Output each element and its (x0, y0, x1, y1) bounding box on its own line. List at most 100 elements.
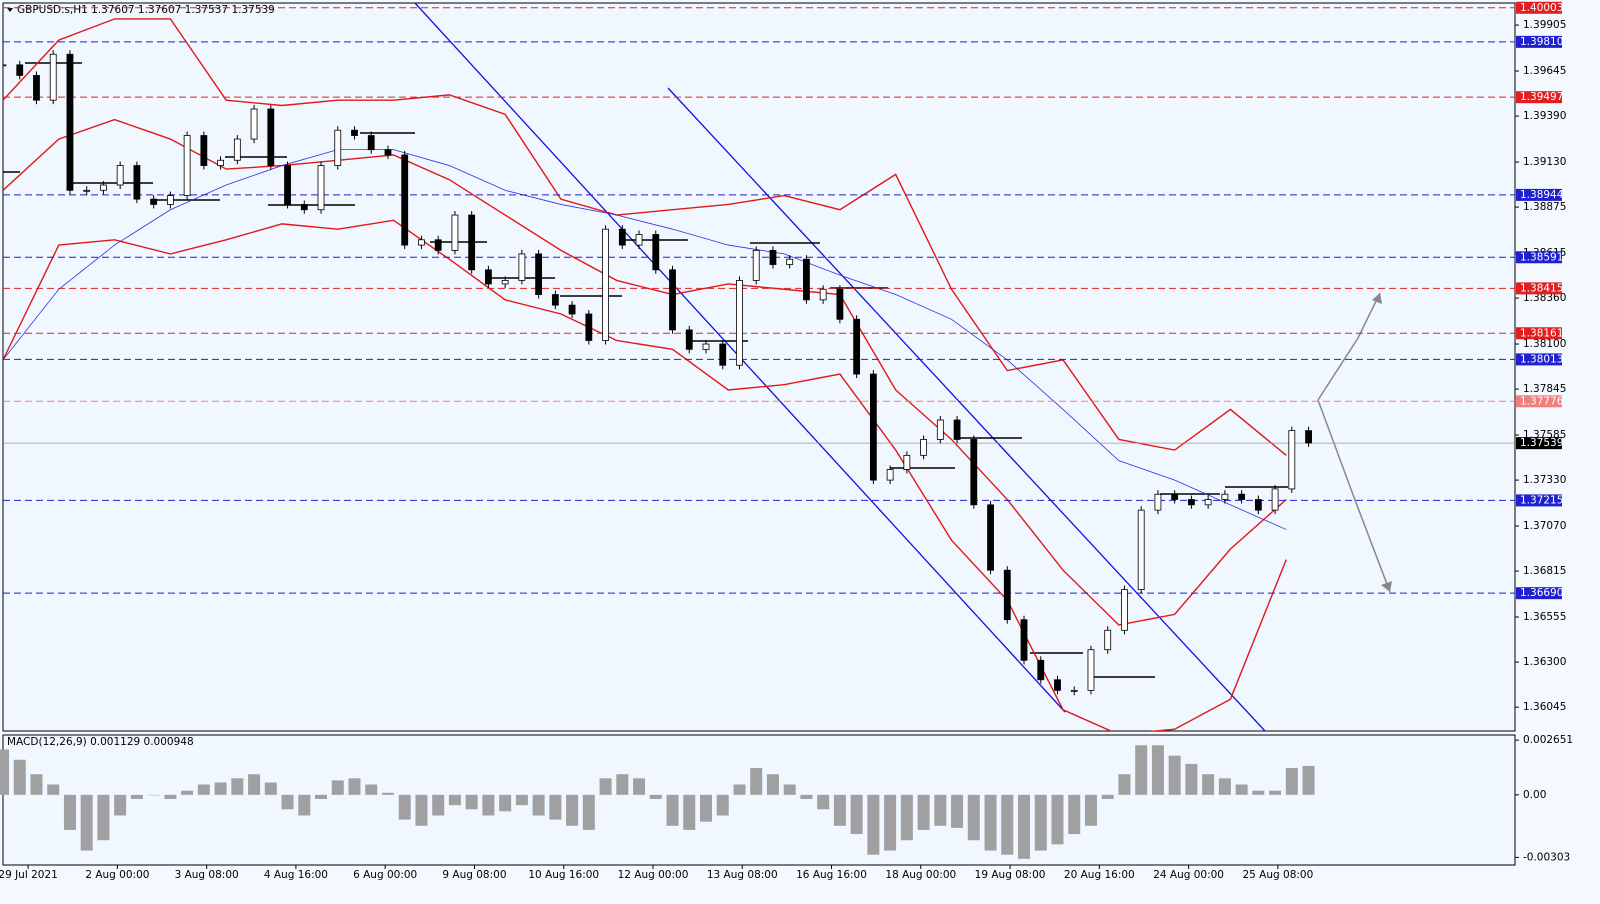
candle (49, 53, 57, 101)
candle (752, 249, 760, 281)
macd-bar (164, 794, 177, 799)
candle (719, 343, 727, 366)
level-box (1516, 395, 1562, 408)
macd-bar (315, 794, 328, 799)
macd-bar (532, 794, 545, 816)
macd-bar (951, 794, 964, 828)
band-upper (3, 18, 1287, 456)
candle (100, 184, 107, 191)
band-lower (3, 219, 1287, 731)
candle (434, 239, 442, 251)
candle (769, 249, 777, 265)
macd-bar (1084, 794, 1097, 826)
x-tick-label: 3 Aug 08:00 (175, 869, 239, 881)
candle (602, 228, 609, 341)
candle (1187, 499, 1195, 506)
macd-title: MACD(12,26,9) 0.001129 0.000948 (7, 736, 194, 748)
macd-bar (850, 794, 863, 835)
macd-bar (1285, 768, 1298, 795)
candle (869, 373, 877, 481)
macd-bar (197, 784, 210, 795)
macd-bar (1118, 774, 1131, 795)
candle (401, 154, 409, 246)
x-tick-label: 2 Aug 00:00 (85, 869, 149, 881)
candle (669, 269, 676, 331)
candle (1221, 493, 1229, 500)
level-box (1516, 188, 1562, 201)
candle (384, 149, 392, 156)
candle (183, 135, 191, 197)
level-box (1516, 1, 1562, 14)
candle (1054, 679, 1061, 691)
macd-bar (515, 794, 528, 806)
candle (1137, 509, 1145, 591)
x-tick-label: 13 Aug 08:00 (707, 869, 778, 881)
candle (83, 189, 91, 192)
macd-bar (465, 794, 478, 810)
macd-bar (214, 782, 227, 795)
y-tick-label: 1.38360 (1523, 292, 1566, 304)
macd-bar (783, 784, 796, 795)
candle (1020, 619, 1028, 661)
x-tick-label: 18 Aug 00:00 (885, 869, 956, 881)
macd-bar (281, 794, 294, 810)
macd-bar (80, 794, 93, 851)
y-tick-label: -0.00303 (1523, 851, 1570, 863)
macd-bar (867, 794, 880, 855)
candle (618, 228, 626, 246)
macd-bar (0, 749, 9, 795)
candle (1037, 659, 1045, 681)
macd-bar (566, 794, 579, 826)
candle (1003, 569, 1011, 621)
candle (1104, 629, 1112, 651)
macd-bar (917, 794, 930, 830)
y-tick-label: 1.37845 (1523, 383, 1566, 395)
x-tick-label: 6 Aug 00:00 (353, 869, 417, 881)
macd-bar (934, 794, 947, 826)
level-label: 1.39497 (1520, 91, 1563, 103)
level-label: 1.38415 (1520, 282, 1563, 294)
level-label: 1.39810 (1520, 36, 1563, 48)
candle (1271, 488, 1279, 511)
y-tick-label: 1.39390 (1523, 110, 1566, 122)
candle (317, 165, 325, 211)
macd-bar (1068, 794, 1081, 835)
candle (334, 129, 342, 166)
x-tick-label: 10 Aug 16:00 (528, 869, 599, 881)
candle (367, 135, 375, 151)
candle (987, 504, 994, 571)
macd-bar (1151, 745, 1164, 795)
candle (585, 313, 593, 341)
macd-bar (649, 794, 662, 799)
macd-bar (833, 794, 846, 826)
macd-bar (381, 792, 394, 795)
macd-bar (398, 794, 411, 820)
level-label: 1.38944 (1520, 189, 1564, 201)
y-tick-label: 1.38100 (1523, 338, 1566, 350)
candle (468, 214, 476, 271)
level-label: 1.36690 (1520, 587, 1563, 599)
macd-bar (30, 774, 43, 795)
candle (1288, 430, 1296, 490)
x-tick-label: 19 Aug 08:00 (975, 869, 1046, 881)
level-box (1516, 35, 1562, 48)
menu-icon[interactable] (7, 8, 13, 12)
macd-bar (97, 794, 110, 841)
candle (685, 329, 693, 350)
macd-bar (716, 794, 729, 816)
macd-bar (264, 782, 277, 795)
level-label: 1.38013 (1520, 353, 1563, 365)
x-tick-label: 12 Aug 00:00 (618, 869, 689, 881)
level-label: 1.38591 (1520, 251, 1563, 263)
y-tick-label: 1.36555 (1523, 611, 1566, 623)
macd-bar (1252, 790, 1265, 795)
macd-bar (733, 784, 746, 795)
macd-bar (348, 778, 361, 795)
candle (518, 253, 526, 281)
candle (267, 108, 275, 166)
macd-bar (298, 794, 311, 816)
candle (150, 198, 158, 205)
macd-bar (147, 794, 160, 796)
macd-bar (683, 794, 696, 830)
